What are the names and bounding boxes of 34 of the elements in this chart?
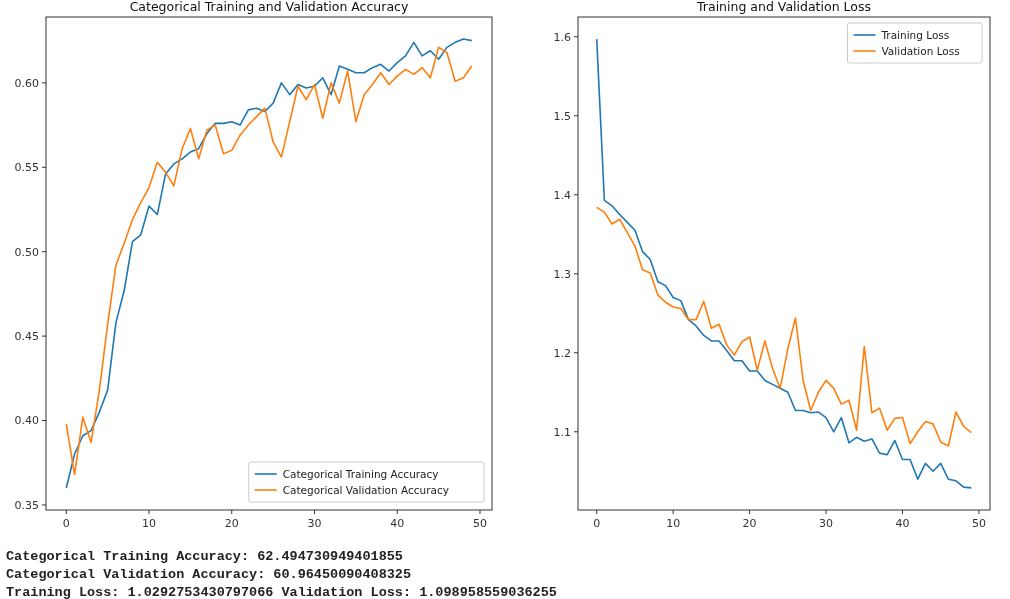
x-tick-label: 10 [666, 517, 681, 530]
text: Categorical Validation Accuracy: 60.96450090408325 [6, 567, 412, 582]
x-tick-label: 20 [742, 517, 757, 530]
y-tick-label: 1.4 [553, 188, 571, 202]
x-tick-label: 20 [224, 517, 239, 530]
legend-label: Validation Loss [881, 44, 960, 57]
y-tick-label: 0.55 [14, 161, 39, 175]
x-tick-label: 30 [819, 517, 834, 530]
y-tick-label: 1.5 [553, 109, 571, 123]
chart-title: Categorical Training and Validation Accuracy [129, 0, 409, 14]
x-tick-label: 50 [473, 517, 487, 530]
x-tick-label: 40 [895, 517, 910, 530]
y-tick-label: 0.45 [14, 329, 39, 343]
chart-title: Training and Validation Loss [696, 0, 871, 14]
x-tick-label: 40 [390, 517, 405, 530]
y-tick-label: 0.50 [14, 245, 39, 259]
x-tick-label: 10 [142, 517, 157, 530]
legend-label: Categorical Validation Accuracy [282, 483, 449, 496]
y-tick-label: 0.60 [14, 76, 39, 90]
text: Training Loss: 1.0292753430797066 Validation Loss: 1.098958559036255 [6, 585, 557, 599]
y-tick-label: 1.1 [553, 425, 571, 439]
text: Categorical Training Accuracy: 62.494730949401855 [6, 549, 403, 564]
y-tick-label: 0.40 [14, 414, 39, 428]
y-tick-label: 1.2 [553, 346, 571, 360]
legend-label: Training Loss [880, 28, 950, 41]
legend-label: Categorical Training Accuracy [282, 467, 439, 480]
y-tick-label: 1.3 [553, 267, 571, 281]
x-tick-label: 30 [307, 517, 322, 530]
x-tick-label: 50 [971, 517, 986, 530]
y-tick-label: 0.35 [14, 498, 39, 512]
line-series [595, 206, 973, 447]
x-tick-label: 0 [593, 517, 601, 530]
y-tick-label: 1.6 [553, 30, 571, 44]
x-tick-label: 0 [62, 517, 70, 530]
